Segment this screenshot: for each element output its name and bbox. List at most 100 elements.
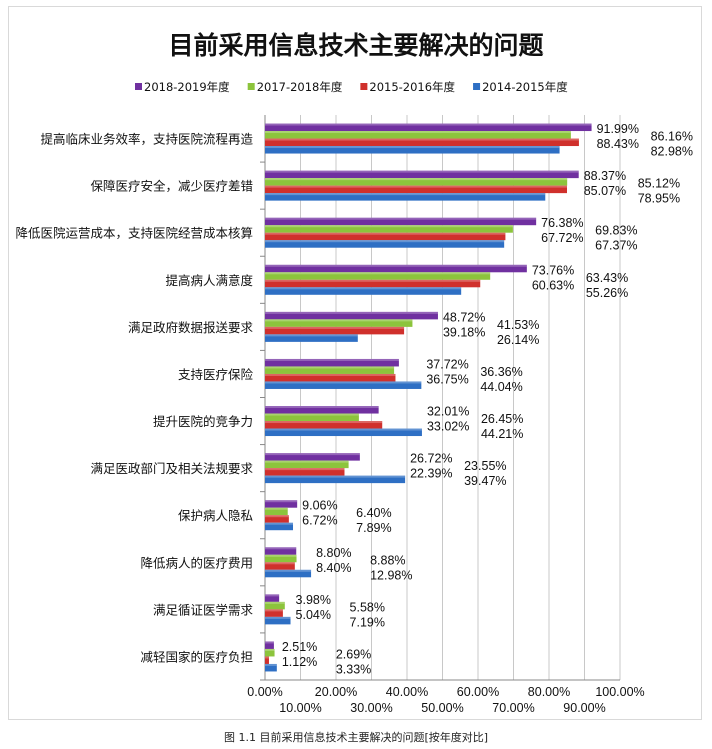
bar	[265, 334, 358, 342]
bar-highlight	[265, 131, 571, 134]
legend-label: 2017-2018年度	[257, 80, 343, 94]
bar	[265, 264, 527, 273]
data-label: 60.63%	[532, 278, 574, 292]
data-label: 41.53%	[497, 318, 539, 332]
bar-highlight	[265, 616, 291, 619]
bar-highlight	[265, 522, 294, 525]
bar-highlight	[265, 428, 422, 431]
data-label: 73.76%	[532, 263, 574, 277]
bar-highlight	[265, 326, 405, 329]
category-label: 提高病人满意度	[165, 273, 253, 288]
data-label: 48.72%	[443, 310, 485, 324]
data-label: 63.43%	[586, 271, 628, 285]
data-label: 36.75%	[426, 372, 468, 386]
bar	[265, 319, 413, 327]
bar-highlight	[265, 547, 297, 550]
data-label: 67.37%	[595, 239, 637, 253]
data-label: 5.04%	[296, 608, 331, 622]
bar	[265, 185, 567, 194]
bar	[265, 453, 360, 461]
data-label: 8.88%	[370, 553, 405, 567]
bar	[265, 562, 295, 570]
bar	[265, 170, 579, 179]
chart-frame	[8, 6, 702, 720]
data-label: 12.98%	[370, 568, 412, 582]
x-tick-label: 30.00%	[350, 701, 392, 715]
data-label: 88.37%	[584, 169, 626, 183]
bar-highlight	[265, 413, 359, 416]
bar-highlight	[265, 468, 345, 471]
bar-highlight	[265, 656, 269, 659]
legend-label: 2018-2019年度	[144, 80, 230, 94]
data-label: 88.43%	[597, 137, 639, 151]
data-label: 85.07%	[584, 184, 626, 198]
bar	[265, 609, 283, 617]
bar-highlight	[265, 240, 505, 243]
data-label: 55.26%	[586, 286, 628, 300]
bar-highlight	[265, 381, 422, 384]
bar	[265, 232, 506, 241]
bar-highlight	[265, 562, 295, 565]
legend-swatch	[360, 83, 368, 90]
bar-highlight	[265, 641, 274, 644]
x-tick-label: 0.00%	[247, 685, 282, 699]
bar	[265, 428, 422, 437]
bar	[265, 569, 312, 578]
bar-highlight	[265, 279, 481, 282]
bar-highlight	[265, 609, 283, 612]
bar	[265, 460, 349, 469]
data-label: 26.45%	[481, 412, 523, 426]
bar-highlight	[265, 264, 527, 267]
x-tick-label: 10.00%	[279, 701, 321, 715]
bar-highlight	[265, 648, 275, 651]
chart-title: 目前采用信息技术主要解决的问题	[168, 31, 544, 60]
x-tick-label: 70.00%	[492, 701, 534, 715]
data-label: 69.83%	[595, 224, 637, 238]
bar-highlight	[265, 217, 537, 220]
data-label: 37.72%	[426, 357, 468, 371]
legend-label: 2014-2015年度	[482, 80, 568, 94]
data-label: 7.89%	[356, 521, 391, 535]
data-label: 91.99%	[597, 122, 639, 136]
data-label: 9.06%	[302, 499, 337, 513]
data-label: 44.21%	[481, 427, 523, 441]
data-label: 23.55%	[464, 459, 506, 473]
bar-highlight	[265, 311, 438, 314]
bar-highlight	[265, 319, 413, 322]
bar	[265, 326, 405, 335]
data-label: 8.80%	[316, 546, 351, 560]
bar-highlight	[265, 366, 395, 369]
bar-highlight	[265, 453, 360, 456]
bar	[265, 648, 275, 657]
bar	[265, 616, 291, 625]
data-label: 7.19%	[350, 615, 385, 629]
bar	[265, 287, 462, 295]
bar-highlight	[265, 232, 506, 235]
category-label: 保障医疗安全，减少医疗差错	[90, 179, 253, 194]
bar-highlight	[265, 475, 406, 478]
bar-highlight	[265, 185, 567, 188]
bar-highlight	[265, 594, 280, 597]
category-label: 支持医疗保险	[178, 367, 254, 382]
bar-highlight	[265, 138, 579, 141]
bar-highlight	[265, 373, 396, 376]
data-label: 5.58%	[350, 600, 385, 614]
bar	[265, 279, 481, 288]
x-tick-label: 50.00%	[421, 701, 463, 715]
bar	[265, 594, 280, 602]
bar	[265, 366, 395, 374]
bar-highlight	[265, 500, 298, 503]
bar	[265, 406, 379, 414]
legend-swatch	[247, 83, 255, 90]
category-label: 提升医院的竞争力	[153, 414, 253, 429]
bar-highlight	[265, 601, 285, 604]
data-label: 8.40%	[316, 561, 351, 575]
bar	[265, 131, 571, 139]
bar-highlight	[265, 663, 277, 666]
bar	[265, 193, 546, 201]
data-label: 26.72%	[410, 452, 452, 466]
data-label: 78.95%	[638, 192, 680, 206]
bar	[265, 272, 491, 280]
data-label: 26.14%	[497, 333, 539, 347]
